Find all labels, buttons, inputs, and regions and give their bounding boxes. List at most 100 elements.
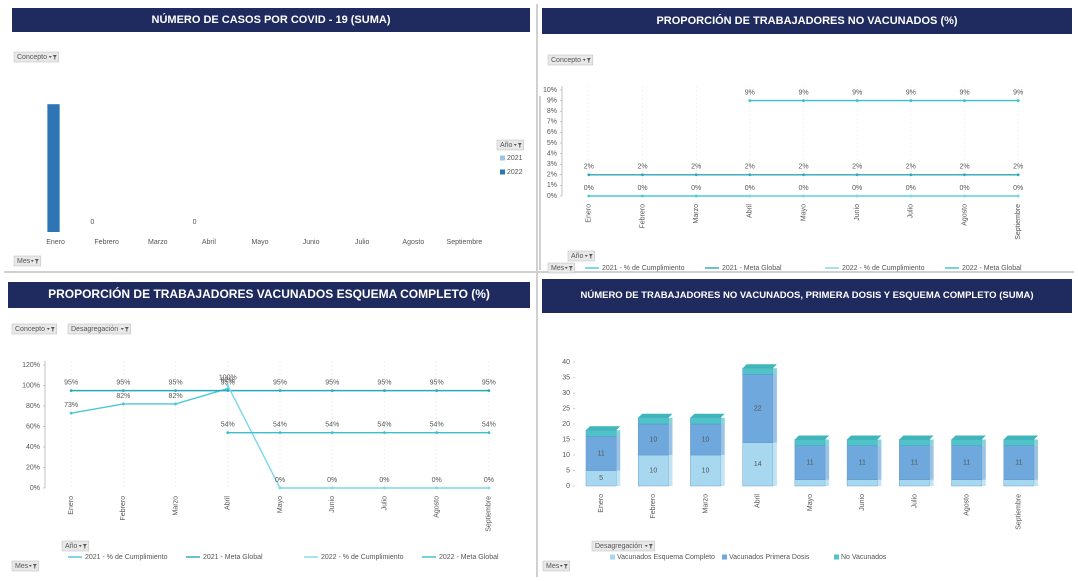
data-label: 54% [430, 421, 444, 428]
chart-title: PROPORCIÓN DE TRABAJADORES NO VACUNADOS … [656, 14, 958, 27]
bar-side [1034, 439, 1039, 446]
filter-label: Concepto [17, 54, 47, 61]
filter-button[interactable]: Desagregación [67, 323, 132, 335]
filter-icon [48, 55, 57, 60]
y-tick-label: 15 [562, 436, 570, 443]
y-tick-label: 9% [547, 97, 557, 104]
line-marker [383, 389, 386, 393]
data-label: 95% [273, 379, 287, 386]
bar-side [668, 417, 673, 424]
filter-icon [30, 259, 39, 264]
x-tick-label: Mayo [251, 239, 268, 246]
data-label: 54% [221, 421, 235, 428]
bar-cap [899, 435, 934, 440]
x-tick-label: Agosto [402, 239, 424, 246]
data-label: 0% [379, 477, 389, 484]
filter-button[interactable]: Mes [542, 560, 571, 572]
bar-segment [846, 439, 878, 446]
line-marker [748, 173, 752, 177]
filter-button[interactable]: Año [61, 540, 90, 552]
bar-segment [846, 445, 878, 481]
chart-header-box: PROPORCIÓN DE TRABAJADORES VACUNADOS ESQ… [48, 287, 490, 301]
bar-segment [742, 442, 774, 487]
filter-button[interactable]: Concepto [13, 51, 60, 63]
line-marker [1016, 99, 1020, 102]
data-label: 2% [637, 164, 647, 171]
filter-icon [78, 544, 87, 549]
bar-segment [637, 454, 669, 487]
data-label: 0% [852, 185, 862, 192]
data-label: 82% [169, 393, 183, 400]
chart-title: NÚMERO DE TRABAJADORES NO VACUNADOS, PRI… [580, 289, 1034, 301]
filter-button[interactable]: Mes [547, 262, 576, 274]
line-marker [748, 194, 752, 198]
data-label: 2% [745, 164, 755, 171]
bar-cap [690, 413, 725, 418]
data-label: 2% [959, 164, 969, 171]
bar-segment [637, 423, 669, 456]
line-marker [909, 173, 913, 177]
filter-box [61, 540, 90, 552]
x-tick-label: Enero [46, 239, 65, 246]
x-tick-label: Agosto [434, 496, 441, 518]
data-label: 0% [484, 477, 494, 484]
filter-box [547, 54, 594, 66]
bar-segment [794, 479, 826, 487]
filter-icon [564, 266, 573, 271]
data-label: 100% [219, 374, 237, 381]
filter-button[interactable]: Año [496, 139, 525, 151]
bar-side [1034, 445, 1039, 480]
bar [47, 104, 60, 232]
filter-button[interactable]: Desagregación [591, 540, 656, 552]
filter-button[interactable]: Mes [11, 560, 40, 572]
bar-side [825, 479, 830, 486]
x-tick-label: Septiembre [486, 496, 493, 532]
bar-cap [794, 435, 830, 440]
data-label: 95% [116, 379, 130, 386]
data-label: 9% [1013, 89, 1023, 96]
data-label: 73% [64, 402, 78, 409]
data-label: 11 [597, 450, 604, 457]
filter-label: Mes [15, 563, 29, 570]
filter-button[interactable]: Año [567, 250, 596, 262]
filter-box [11, 560, 40, 572]
filter-box [496, 139, 525, 151]
x-tick-label: Junio [854, 204, 861, 221]
legend-label: 2022 - % de Cumplimiento [321, 554, 404, 561]
data-label: 11 [806, 460, 813, 467]
y-tick-label: 20 [562, 421, 570, 428]
legend-swatch [500, 169, 505, 175]
data-label: 5 [599, 475, 603, 482]
filter-label: Concepto [15, 326, 45, 333]
line-marker [909, 194, 913, 198]
bar-cap [742, 364, 777, 369]
bar-segment [1003, 439, 1035, 446]
bar-side [981, 479, 986, 486]
data-label: 11 [859, 460, 866, 467]
data-label: 11 [1015, 460, 1022, 467]
line-marker [748, 99, 752, 102]
line-marker [226, 389, 230, 393]
bar-side [1034, 479, 1039, 486]
x-tick-label: Agosto [961, 204, 968, 226]
bar-segment [690, 423, 721, 456]
line-marker [69, 389, 73, 393]
line-marker [641, 173, 644, 177]
line-marker [694, 173, 698, 177]
data-label: 9% [798, 89, 808, 96]
bar-segment [637, 417, 669, 425]
filter-button[interactable]: Concepto [547, 54, 594, 66]
data-label: 0% [1013, 185, 1023, 192]
x-tick-label: Enero [598, 494, 605, 513]
line-marker [226, 431, 230, 435]
bar-segment [794, 445, 826, 481]
x-tick-label: Marzo [172, 496, 179, 516]
bar-side [929, 479, 934, 486]
filter-button[interactable]: Concepto [11, 323, 58, 335]
y-tick-label: 5% [547, 140, 557, 147]
y-tick-label: 7% [547, 119, 557, 126]
filter-button[interactable]: Mes [13, 255, 42, 267]
legend-label: 2021 [507, 155, 523, 162]
x-tick-label: Marzo [693, 204, 700, 224]
line-marker [587, 194, 591, 198]
